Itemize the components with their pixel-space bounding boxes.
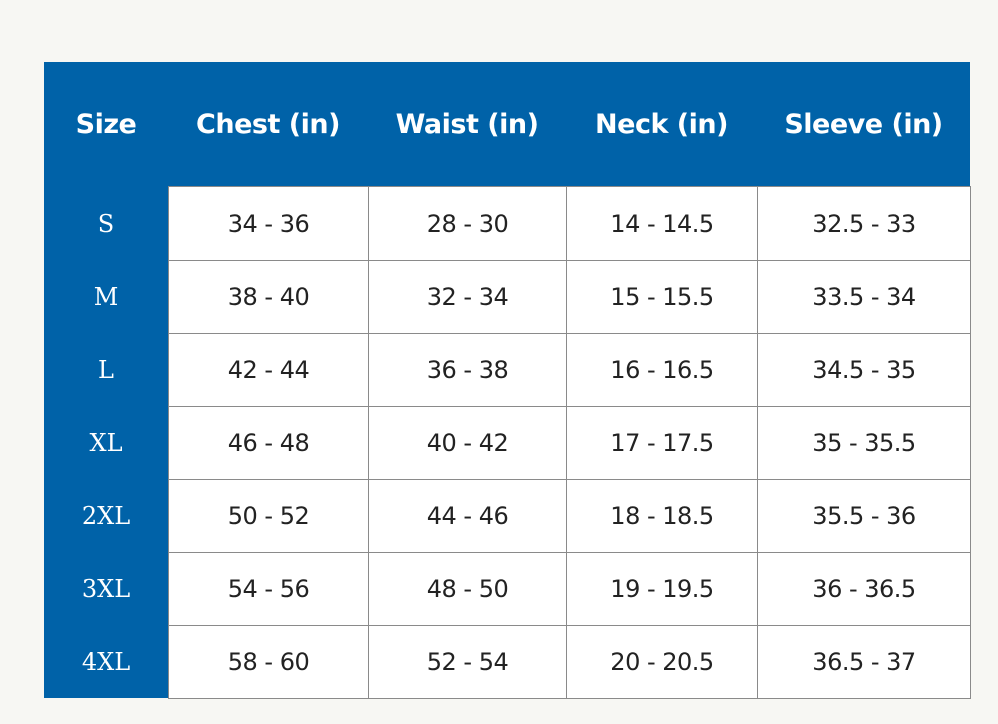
- size-label: 3XL: [81, 575, 131, 603]
- table-cell: 48 - 50: [368, 552, 567, 626]
- column-header: Neck (in): [595, 108, 728, 140]
- table-cell: 54 - 56: [168, 552, 369, 626]
- column-header: Waist (in): [395, 108, 539, 140]
- table-cell: 32 - 34: [368, 260, 567, 334]
- size-label: L: [98, 356, 114, 384]
- size-label: M: [93, 283, 119, 311]
- table-cell: 42 - 44: [168, 333, 369, 407]
- table-cell: 36 - 38: [368, 333, 567, 407]
- table-cell: 58 - 60: [168, 625, 369, 699]
- table-cell: 15 - 15.5: [566, 260, 758, 334]
- size-label: 4XL: [81, 648, 131, 676]
- table-cell: 40 - 42: [368, 406, 567, 480]
- table-cell: 52 - 54: [368, 625, 567, 699]
- table-cell: 44 - 46: [368, 479, 567, 553]
- table-cell: 16 - 16.5: [566, 333, 758, 407]
- size-label: S: [97, 209, 115, 238]
- size-chart-table: Size Chest (in) Waist (in) Neck (in) Sleeve …: [44, 62, 971, 699]
- table-cell: 35 - 35.5: [757, 406, 971, 480]
- column-header: Chest (in): [196, 108, 340, 140]
- table-cell: 38 - 40: [168, 260, 369, 334]
- table-cell: 36 - 36.5: [757, 552, 971, 626]
- table-cell: 34 - 36: [168, 186, 369, 261]
- table-cell: 34.5 - 35: [757, 333, 971, 407]
- table-cell: 14 - 14.5: [566, 186, 758, 261]
- table-cell: 20 - 20.5: [566, 625, 758, 699]
- column-header: Sleeve (in): [784, 108, 943, 140]
- table-cell: 28 - 30: [368, 186, 567, 261]
- table-cell: 46 - 48: [168, 406, 369, 480]
- table-cell: 36.5 - 37: [757, 625, 971, 699]
- table-cell: 33.5 - 34: [757, 260, 971, 334]
- table-cell: 18 - 18.5: [566, 479, 758, 553]
- table-cell: 50 - 52: [168, 479, 369, 553]
- table-cell: 35.5 - 36: [757, 479, 971, 553]
- table-cell: 32.5 - 33: [757, 186, 971, 261]
- size-label: XL: [89, 429, 123, 457]
- table-cell: 17 - 17.5: [566, 406, 758, 480]
- size-label: 2XL: [81, 502, 131, 530]
- table-cell: 19 - 19.5: [566, 552, 758, 626]
- column-header: Size: [75, 108, 137, 140]
